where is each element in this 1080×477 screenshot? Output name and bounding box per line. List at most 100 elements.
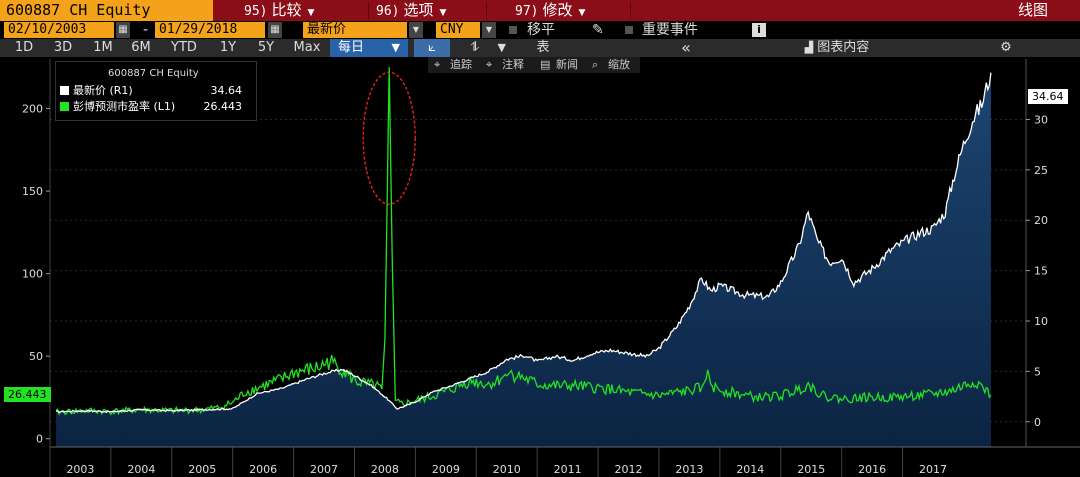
price-area-fill (56, 72, 991, 447)
legend-item-pe[interactable]: 彭博预测市盈率 (L1) 26.443 (60, 100, 250, 114)
series-line-pe (55, 67, 992, 416)
shift-checkbox[interactable] (509, 26, 517, 34)
zoom-tool[interactable]: 缩放 (608, 58, 630, 71)
y-right-tick-label: 15 (1034, 265, 1048, 278)
y-right-tick-label: 5 (1034, 365, 1041, 378)
chart-icon: ▟ (804, 41, 814, 54)
chevron-down-icon[interactable]: ▼ (482, 22, 496, 38)
info-icon[interactable]: i (752, 23, 766, 37)
x-tick-label: 2009 (432, 463, 460, 476)
chart-type-label[interactable]: 线图 (1018, 1, 1049, 19)
x-tick-label: 2008 (371, 463, 399, 476)
edit-menu[interactable]: 97) 修改 ▼ (515, 0, 585, 21)
range-3d[interactable]: 3D (53, 40, 73, 55)
frequency-label: 每日 (338, 40, 365, 55)
divider (368, 2, 369, 19)
y-left-tick-label: 0 (36, 433, 43, 446)
legend-value: 34.64 (210, 84, 243, 97)
menu-label: 修改 (542, 1, 573, 19)
y-left-tick-label: 200 (22, 103, 43, 116)
collapse-icon[interactable]: « (681, 38, 691, 57)
x-tick-label: 2015 (797, 463, 825, 476)
track-tool[interactable]: 追踪 (450, 58, 472, 71)
x-tick-label: 2012 (615, 463, 643, 476)
end-date-field[interactable]: 01/29/2018 (155, 22, 265, 38)
chart-area[interactable]: 2003 2004 2005 2006 2007 2008 2009 2010 2011 2012… (0, 57, 1080, 477)
table-button[interactable]: 表 (536, 40, 550, 55)
line-chart-icon[interactable]: ⟀ (414, 39, 450, 57)
y-left-tick-label: 150 (22, 185, 43, 198)
zoom-icon: ⌕ (592, 58, 599, 71)
legend-title: 600887 CH Equity (108, 68, 199, 79)
range-1m[interactable]: 1M (93, 40, 113, 55)
chevron-down-icon: ▼ (578, 8, 586, 18)
frequency-select[interactable]: 每日 ▼ (330, 39, 408, 57)
price-area (56, 72, 991, 447)
divider (486, 2, 487, 19)
news-icon: ▤ (540, 58, 551, 71)
crosshair-icon: ⌖ (434, 58, 441, 71)
y-right-tick-label: 10 (1034, 315, 1048, 328)
series-lines (55, 67, 992, 416)
chevron-down-icon: ▼ (439, 8, 447, 18)
calendar-icon[interactable]: ▦ (268, 22, 282, 38)
legend-item-price[interactable]: 最新价 (R1) 34.64 (60, 84, 250, 98)
ticker-field[interactable]: 600887 CH Equity (0, 0, 213, 21)
y-right-tick-label: 0 (1034, 416, 1041, 429)
range-6m[interactable]: 6M (131, 40, 151, 55)
range-1y[interactable]: 1Y (219, 40, 237, 55)
start-date-field[interactable]: 02/10/2003 (4, 22, 114, 38)
legend-label: 最新价 (R1) (73, 84, 133, 97)
legend-label: 彭博预测市盈率 (L1) (73, 100, 176, 113)
x-tick-label: 2003 (66, 463, 94, 476)
axes: 2003 2004 2005 2006 2007 2008 2009 2010 2011 2012… (22, 59, 1080, 477)
x-tick-label: 2006 (249, 463, 277, 476)
chevron-down-icon[interactable]: ▼ (409, 22, 423, 38)
date-dash: - (143, 22, 149, 38)
bars-select[interactable]: ⥮ ▼ (458, 39, 518, 57)
x-tick-label: 2011 (554, 463, 582, 476)
x-tick-label: 2017 (919, 463, 947, 476)
menu-label: 选项 (403, 1, 434, 19)
x-tick-label: 2010 (493, 463, 521, 476)
chevron-down-icon: ▼ (497, 41, 506, 54)
pencil-icon[interactable]: ✎ (592, 22, 604, 38)
shift-label: 移平 (527, 22, 555, 38)
spike-annotation-ellipse (362, 71, 416, 205)
events-checkbox[interactable] (625, 26, 633, 34)
range-max[interactable]: Max (293, 40, 321, 55)
y-right-tick-label: 20 (1034, 214, 1048, 227)
annotate-icon: ⌖ (486, 58, 493, 71)
y-right-tick-label: 25 (1034, 164, 1048, 177)
y-right-tick-label: 30 (1034, 113, 1048, 126)
x-tick-label: 2013 (675, 463, 703, 476)
legend-value: 26.443 (203, 100, 243, 113)
range-ytd[interactable]: YTD (171, 40, 197, 55)
chart-content-button[interactable]: ▟ 图表内容 (782, 39, 892, 57)
events-label: 重要事件 (642, 22, 698, 38)
x-tick-label: 2016 (858, 463, 886, 476)
menu-num: 95) (244, 4, 268, 19)
price-field-select[interactable]: 最新价 (303, 22, 407, 38)
x-tick-label: 2007 (310, 463, 338, 476)
compare-menu[interactable]: 95) 比较 ▼ (244, 0, 314, 21)
annotation (362, 71, 416, 205)
range-5y[interactable]: 5Y (257, 40, 275, 55)
y-left-tick-label: 50 (29, 350, 43, 363)
x-tick-label: 2004 (127, 463, 155, 476)
menu-label: 比较 (271, 1, 302, 19)
legend-swatch (60, 86, 69, 95)
bars-icon: ⥮ (470, 40, 480, 55)
calendar-icon[interactable]: ▦ (116, 22, 130, 38)
news-tool[interactable]: 新闻 (556, 58, 578, 71)
y-left-tick-label: 100 (22, 268, 43, 281)
range-1d[interactable]: 1D (14, 40, 34, 55)
annotate-tool[interactable]: 注释 (502, 58, 524, 71)
gear-icon[interactable]: ⚙ (1000, 40, 1012, 55)
chevron-down-icon: ▼ (391, 41, 400, 54)
chart-content-label: 图表内容 (817, 40, 870, 55)
price-last-tag: 34.64 (1028, 89, 1068, 104)
options-menu[interactable]: 96) 选项 ▼ (376, 0, 446, 21)
title-bar (0, 0, 1080, 21)
currency-select[interactable]: CNY (436, 22, 480, 38)
